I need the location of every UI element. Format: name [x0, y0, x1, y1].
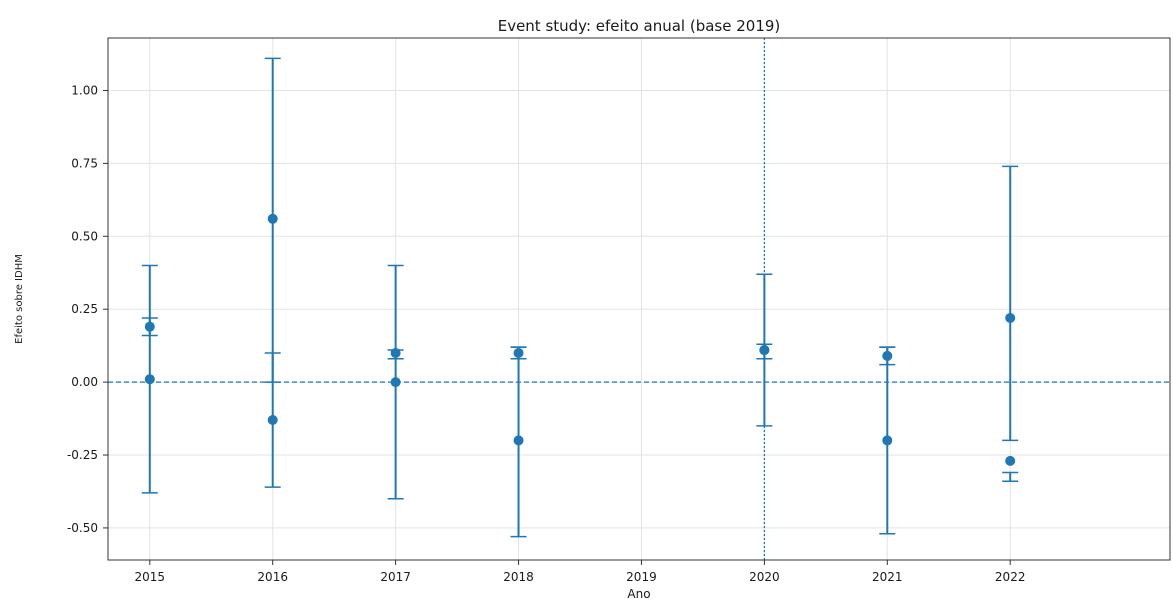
data-point — [267, 415, 278, 426]
y-tick-label: 0.50 — [71, 229, 98, 243]
y-tick-label: -0.25 — [67, 448, 98, 462]
data-point — [144, 374, 155, 385]
x-tick-label: 2016 — [257, 570, 288, 584]
y-tick-label: 0.00 — [71, 375, 98, 389]
y-tick-label: -0.50 — [67, 521, 98, 535]
x-tick-label: 2019 — [626, 570, 657, 584]
y-axis-ticks: -0.50 -0.25 0.00 0.25 0.50 0.75 1.00 — [67, 83, 108, 535]
x-tick-label: 2022 — [995, 570, 1026, 584]
data-point — [882, 350, 893, 361]
x-tick-label: 2021 — [872, 570, 903, 584]
x-tick-label: 2020 — [749, 570, 780, 584]
data-point — [144, 321, 155, 332]
chart-title: Event study: efeito anual (base 2019) — [498, 17, 781, 35]
x-tick-label: 2017 — [380, 570, 411, 584]
y-tick-label: 1.00 — [71, 83, 98, 97]
data-point — [1005, 312, 1016, 323]
data-point — [513, 347, 524, 358]
data-point — [882, 435, 893, 446]
x-axis-label: Ano — [627, 587, 650, 599]
x-tick-label: 2015 — [135, 570, 166, 584]
y-tick-label: 0.25 — [71, 302, 98, 316]
data-point — [267, 213, 278, 224]
data-points — [144, 213, 1016, 466]
y-axis-label: Efeito sobre IDHM — [14, 254, 25, 344]
data-point — [390, 377, 401, 388]
data-point — [759, 345, 770, 356]
data-point — [513, 435, 524, 446]
error-bars — [141, 57, 1019, 538]
data-point — [390, 347, 401, 358]
y-tick-label: 0.75 — [71, 156, 98, 170]
plot-frame — [107, 37, 1171, 561]
x-tick-label: 2018 — [503, 570, 534, 584]
x-axis-ticks: 2015 2016 2017 2018 2019 2020 2021 2022 — [135, 560, 1026, 584]
data-point — [1005, 455, 1016, 466]
